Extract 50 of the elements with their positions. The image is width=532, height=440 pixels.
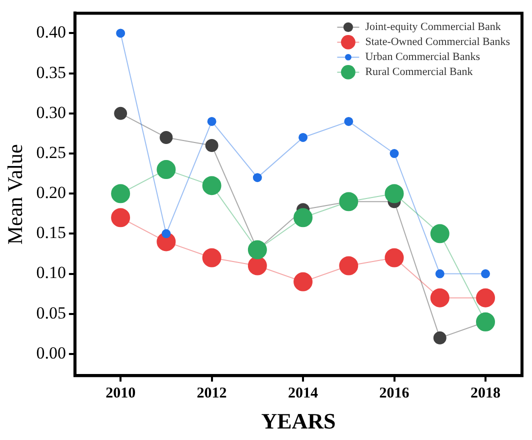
legend-label: Joint-equity Commercial Bank — [365, 21, 502, 34]
y-tick-label: 0.40 — [36, 22, 66, 42]
point — [430, 224, 450, 244]
y-tick-label: 0.20 — [36, 183, 66, 202]
point — [248, 240, 267, 260]
y-tick-label: 0.05 — [36, 303, 66, 322]
point — [339, 256, 358, 276]
x-tick-label: 2010 — [106, 385, 136, 402]
x-tick-label: 2018 — [470, 385, 501, 402]
point — [202, 176, 222, 196]
point — [433, 331, 446, 344]
y-tick-label: 0.25 — [36, 142, 66, 162]
point — [344, 116, 354, 126]
x-axis-title: YEARS — [261, 408, 336, 434]
point — [252, 173, 262, 182]
point — [111, 184, 130, 204]
point — [481, 269, 490, 278]
point — [339, 192, 358, 212]
legend-label: Rural Commercial Bank — [365, 66, 474, 78]
y-tick-label: 0.35 — [36, 62, 66, 82]
x-tick-label: 2016 — [379, 385, 410, 402]
point — [162, 229, 171, 238]
point — [202, 248, 222, 268]
point — [435, 269, 444, 278]
legend-label: State-Owned Commercial Banks — [365, 36, 510, 48]
point — [298, 132, 308, 142]
point — [390, 149, 399, 158]
y-tick-label: 0.10 — [36, 263, 66, 282]
point — [248, 256, 267, 276]
point — [294, 208, 313, 228]
point — [476, 312, 496, 332]
legend-label: Urban Commercial Banks — [365, 51, 480, 64]
point — [207, 116, 216, 126]
point — [384, 184, 404, 204]
point — [160, 130, 173, 144]
point — [294, 272, 313, 292]
point — [116, 28, 126, 38]
point — [384, 248, 404, 268]
point — [156, 160, 176, 180]
point — [430, 288, 450, 308]
x-tick-label: 2014 — [288, 385, 319, 402]
point — [114, 106, 128, 120]
y-tick-label: 0.30 — [36, 102, 66, 122]
point — [205, 138, 218, 152]
point — [111, 208, 130, 228]
y-tick-label: 0.00 — [36, 343, 66, 362]
x-tick-label: 2012 — [196, 385, 227, 402]
y-axis-title: Mean Value — [3, 144, 28, 245]
point — [476, 288, 496, 308]
y-tick-label: 0.15 — [36, 223, 66, 242]
